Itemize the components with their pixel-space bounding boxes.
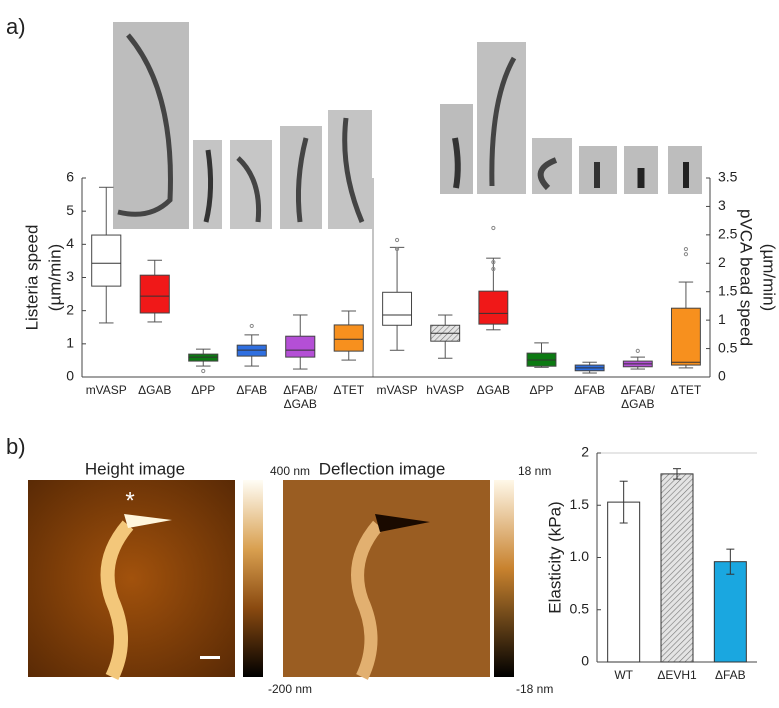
y-tick-label: 1.5 — [570, 496, 590, 512]
x-tick-label: ΔPP — [529, 383, 553, 397]
panel-label: a) — [6, 14, 26, 39]
y-tick-label: 1 — [718, 311, 726, 327]
outlier — [249, 323, 254, 329]
y-tick-label: 2.5 — [718, 226, 738, 242]
micrograph-insets — [113, 22, 702, 229]
x-tick-label: hVASP — [426, 383, 464, 397]
colorbar-label: 18 nm — [518, 464, 551, 478]
image-marker: * — [125, 487, 134, 514]
y-tick-label: 2 — [718, 254, 726, 270]
box — [285, 335, 316, 358]
y-tick-label: 0 — [581, 653, 589, 669]
y-tick-label: 3 — [66, 268, 74, 284]
x-tick-label: ΔGAB — [477, 383, 510, 397]
image-title: Height image — [85, 459, 185, 478]
image-title: Deflection image — [319, 459, 446, 478]
x-tick-label: mVASP — [86, 383, 127, 397]
y-tick-label: 3.5 — [718, 169, 738, 185]
panel-label: b) — [6, 434, 26, 459]
y-tick-label: 6 — [66, 169, 74, 185]
box — [333, 324, 364, 352]
y-tick-label: 0.5 — [718, 339, 738, 355]
x-tick-label: ΔEVH1 — [657, 668, 697, 682]
x-tick-label: ΔPP — [191, 383, 215, 397]
outlier — [491, 225, 496, 231]
y-tick-label: 3 — [718, 197, 726, 213]
x-tick-label: ΔFAB/ΔGAB — [621, 383, 656, 411]
bar — [607, 501, 641, 663]
y-tick-label: 0 — [66, 368, 74, 384]
y-axis-label: Elasticity (kPa) — [545, 501, 564, 613]
x-tick-label: ΔFAB — [715, 668, 746, 682]
y-tick-label: 1.0 — [570, 548, 590, 564]
y-axis-label: (µm/min) — [760, 244, 779, 311]
x-tick-label: ΔFAB — [236, 383, 267, 397]
outlier — [491, 260, 496, 265]
y-axis-label: pVCA bead speed — [737, 209, 756, 346]
outlier — [201, 368, 206, 374]
y-tick-label: 2 — [66, 301, 74, 317]
colorbar-label: 400 nm — [270, 464, 310, 478]
box — [139, 274, 170, 314]
x-tick-label: ΔTET — [333, 383, 364, 397]
x-tick-label: ΔFAB/ΔGAB — [283, 383, 318, 411]
outlier — [394, 237, 400, 243]
box — [670, 307, 701, 366]
box — [382, 291, 413, 326]
x-tick-label: ΔGAB — [138, 383, 171, 397]
y-tick-label: 4 — [66, 235, 74, 251]
x-tick-label: ΔTET — [671, 383, 702, 397]
afm-images — [28, 480, 514, 681]
colorbar-label: -18 nm — [516, 682, 553, 696]
colorbar-label: -200 nm — [268, 682, 312, 696]
y-tick-label: 0.5 — [570, 600, 590, 616]
y-axis-label: (µm/min) — [45, 244, 64, 311]
outlier — [394, 246, 400, 252]
x-tick-label: WT — [614, 668, 633, 682]
y-tick-label: 1 — [66, 335, 74, 351]
bar — [713, 561, 747, 663]
x-tick-label: mVASP — [377, 383, 418, 397]
y-tick-label: 1.5 — [718, 282, 738, 298]
y-axis-label: Listeria speed — [22, 225, 41, 331]
box — [478, 290, 509, 325]
outlier — [683, 246, 689, 252]
x-tick-label: ΔFAB — [574, 383, 605, 397]
box — [91, 234, 122, 287]
y-tick-label: 2 — [581, 444, 589, 460]
bar — [660, 473, 694, 663]
y-tick-label: 0 — [718, 368, 726, 384]
outlier — [635, 348, 640, 353]
y-tick-label: 5 — [66, 202, 74, 218]
outlier — [683, 252, 689, 257]
outlier — [491, 266, 496, 272]
